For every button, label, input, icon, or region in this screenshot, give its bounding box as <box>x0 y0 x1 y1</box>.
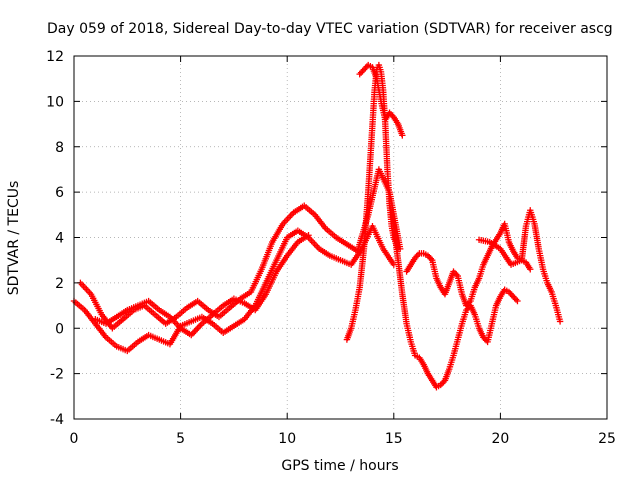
x-axis-label: GPS time / hours <box>281 458 398 474</box>
series-arc-g <box>475 207 564 325</box>
axis-ticks: 0 5 10 15 20 25 -4 -2 0 2 4 6 8 10 12 <box>46 49 616 447</box>
series-arc-d <box>356 61 406 139</box>
y-tick-label: 0 <box>55 321 64 337</box>
y-tick-label: 8 <box>55 140 64 156</box>
y-tick-label: 4 <box>55 231 64 247</box>
y-tick-label: -2 <box>50 367 64 383</box>
x-tick-label: 10 <box>278 431 296 447</box>
y-tick-label: 2 <box>55 276 64 292</box>
y-tick-label: 10 <box>46 94 64 110</box>
x-tick-label: 25 <box>598 431 616 447</box>
series-arc-f <box>403 220 534 309</box>
x-tick-label: 5 <box>176 431 185 447</box>
series-arc-b <box>77 166 404 332</box>
data-point <box>527 266 534 273</box>
data-point <box>305 232 312 239</box>
plot-frame <box>73 55 608 420</box>
data-marks <box>70 61 564 391</box>
series-arc-h <box>92 232 312 339</box>
gridlines <box>74 56 607 419</box>
y-tick-label: 6 <box>55 185 64 201</box>
data-point <box>556 318 564 325</box>
y-tick-label: -4 <box>50 412 64 428</box>
data-point <box>399 132 406 139</box>
x-tick-label: 0 <box>70 431 79 447</box>
y-axis-label: SDTVAR / TECUs <box>6 181 22 296</box>
x-tick-label: 20 <box>491 431 509 447</box>
series-arc-e <box>386 200 521 391</box>
data-point <box>514 297 521 305</box>
chart-title: Day 059 of 2018, Sidereal Day-to-day VTE… <box>47 21 613 37</box>
y-tick-label: 12 <box>46 49 64 65</box>
x-tick-label: 15 <box>385 431 403 447</box>
